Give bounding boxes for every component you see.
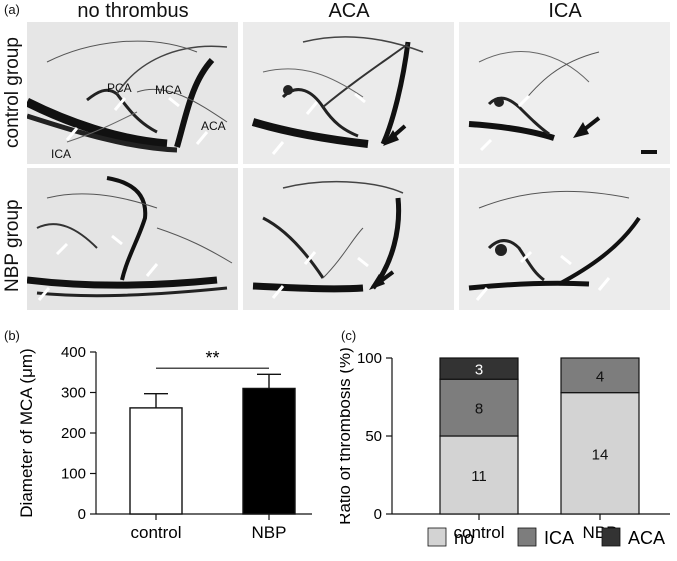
segment-aca-control	[439, 357, 519, 380]
column-header-aca: ACA	[328, 0, 370, 22]
angiogram-nbp-aca	[243, 168, 454, 310]
mca-diameter-chart: 0 100 200 300 400 Diameter of MCA (μm) control…	[17, 344, 312, 542]
segment-ica-nbp	[560, 357, 640, 394]
segment-count-label: 8	[475, 401, 483, 418]
vessel-label-mca: MCA	[155, 83, 182, 97]
angiogram-control-aca	[243, 22, 454, 164]
segment-no-nbp	[560, 392, 640, 515]
significance-marker: **	[205, 348, 219, 368]
vessel-label-ica: ICA	[51, 147, 71, 161]
angiogram-nbp-ica	[459, 168, 670, 310]
y-tick-label: 100	[357, 350, 382, 367]
bar-control	[129, 407, 183, 515]
y-tick-label: 400	[61, 344, 86, 361]
y-tick-label: 100	[61, 466, 86, 483]
vessel-label-aca: ACA	[201, 119, 226, 133]
column-header-no-thrombus: no thrombus	[77, 0, 189, 22]
legend-label-no: no	[454, 528, 474, 548]
panel-a-letter: (a)	[4, 2, 20, 17]
y-axis-label: Ratio of thrombosis (%)	[340, 347, 354, 525]
segment-count-label: 11	[471, 468, 487, 485]
x-tick-label: control	[130, 523, 181, 542]
angiogram-nbp-no-thrombus	[27, 168, 238, 310]
segment-no-control	[439, 435, 519, 515]
y-axis-label: Diameter of MCA (μm)	[17, 348, 36, 517]
row-header-control-group: control group	[2, 37, 23, 148]
y-tick-label: 300	[61, 385, 86, 402]
x-tick-label: control	[453, 523, 504, 542]
vessel-label-pca: PCA	[107, 81, 132, 95]
legend-swatch-aca	[601, 527, 621, 547]
panel-b-letter: (b)	[4, 328, 20, 343]
legend-swatch-no	[427, 527, 447, 547]
legend-label-aca: ACA	[628, 528, 665, 548]
panel-c-letter: (c)	[341, 328, 357, 343]
angiogram-control-no-thrombus: PCA MCA ACA ICA	[27, 22, 238, 164]
y-tick-label: 0	[374, 506, 382, 523]
y-tick-label: 0	[78, 506, 86, 523]
bar-nbp	[242, 387, 296, 515]
column-header-ica: ICA	[548, 0, 582, 22]
y-tick-label: 50	[365, 428, 382, 445]
segment-count-label: 3	[475, 362, 483, 379]
segment-ica-control	[439, 378, 519, 437]
legend-swatch-ica	[517, 527, 537, 547]
segment-count-label: 14	[592, 446, 609, 463]
angiogram-control-ica	[459, 22, 670, 164]
segment-count-label: 4	[596, 368, 604, 385]
row-header-nbp-group: NBP group	[2, 199, 23, 292]
legend-label-ica: ICA	[544, 528, 574, 548]
x-tick-label: NBP	[252, 523, 287, 542]
y-tick-label: 200	[61, 425, 86, 442]
